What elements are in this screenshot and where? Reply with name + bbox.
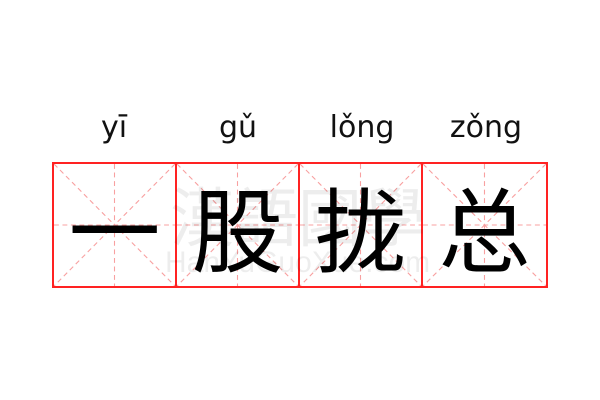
character-cell: 股 (177, 164, 300, 287)
pinyin-1: yī (100, 110, 128, 145)
hanzi-1: 一 (68, 179, 161, 287)
character-cell: 拢 (300, 164, 423, 287)
hanzi-3: 拢 (314, 179, 407, 287)
character-cell: 一 (54, 164, 177, 287)
guide-lines (423, 164, 546, 286)
watermark-latin: HanYuGuoXue.com (165, 246, 431, 279)
character-grid: 一 股 拢 总 (52, 162, 548, 288)
hanzi-4: 总 (438, 179, 531, 287)
guide-lines (300, 164, 421, 286)
guide-lines (177, 164, 298, 286)
pinyin-2: gǔ (218, 110, 258, 145)
character-cell: 总 (423, 164, 546, 287)
pinyin-4: zǒng (449, 110, 523, 145)
hanzi-2: 股 (191, 179, 284, 287)
pinyin-row: yī gǔ lǒng zǒng (52, 108, 548, 148)
guide-lines (54, 164, 175, 286)
pinyin-3: lǒng (329, 110, 395, 145)
watermark-chinese: 漢語國學 (170, 183, 426, 257)
